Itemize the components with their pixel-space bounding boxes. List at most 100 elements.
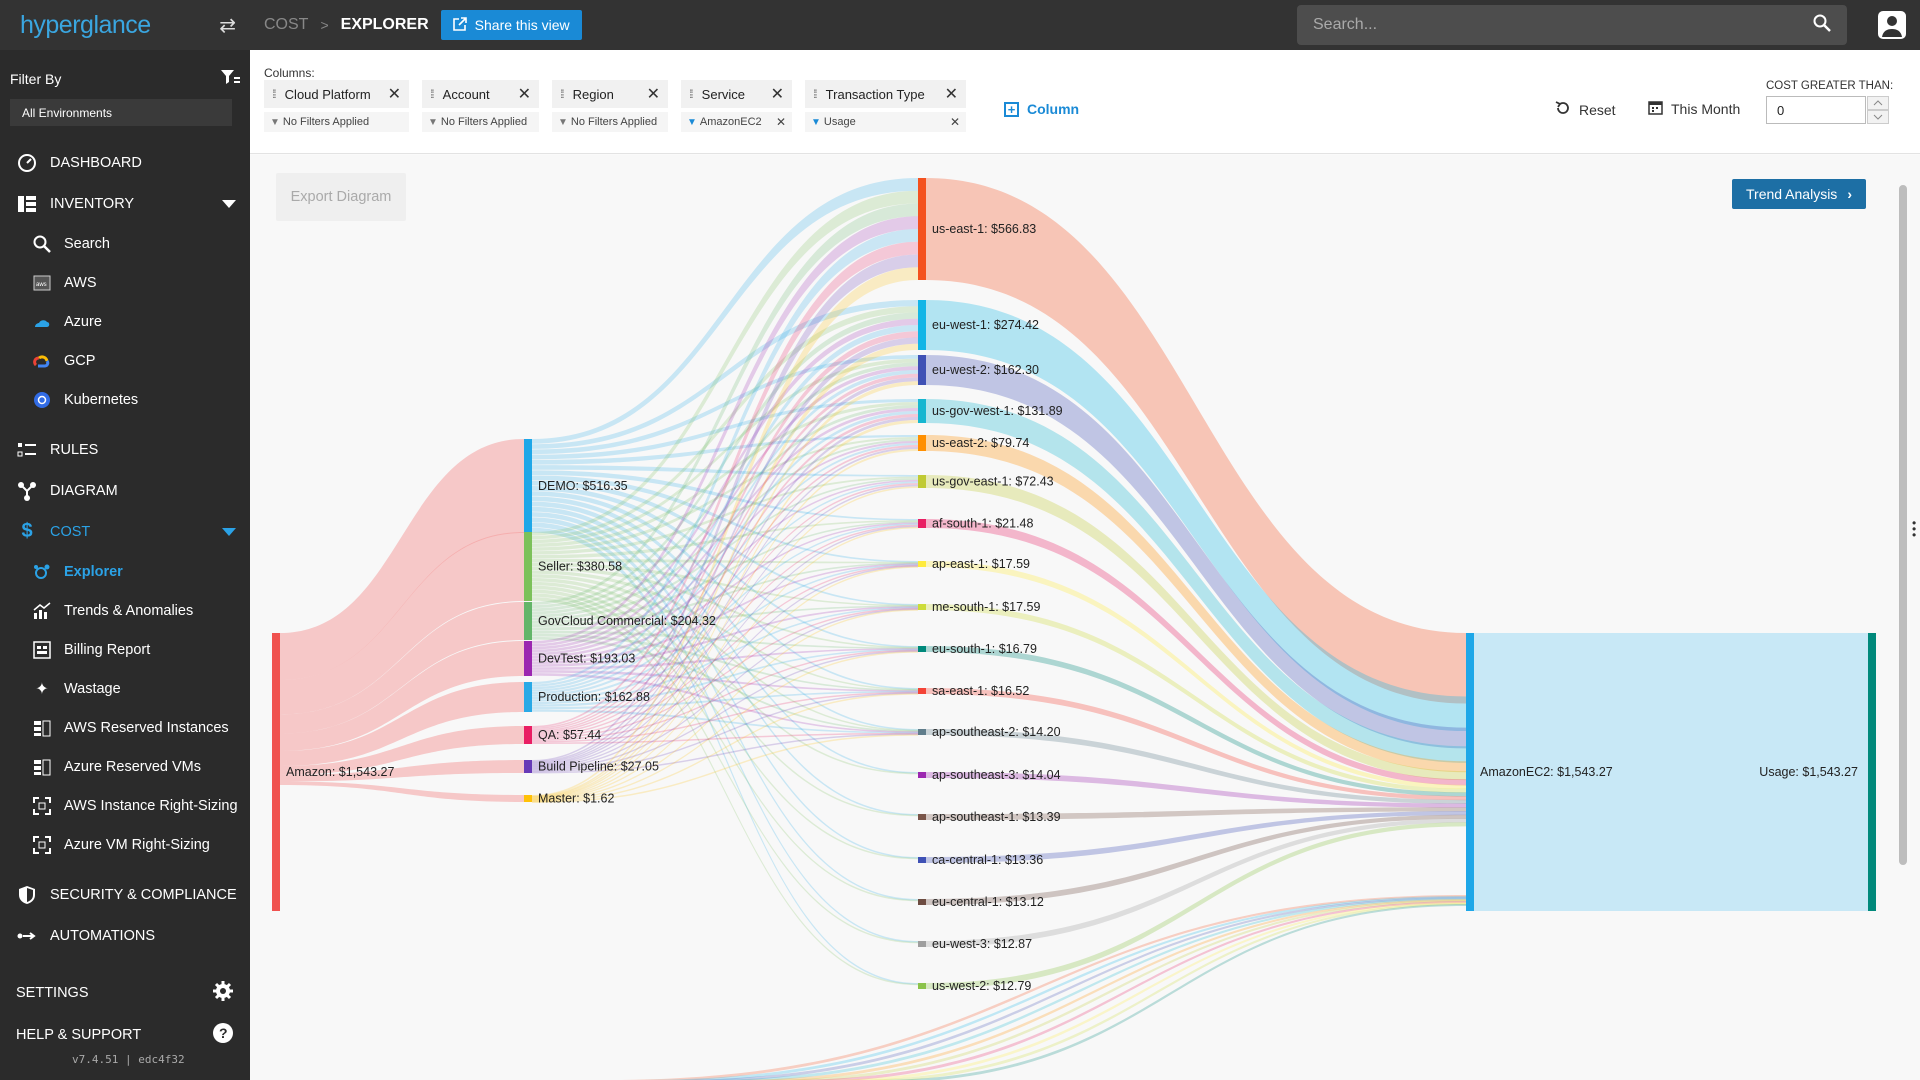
- sankey-link: [926, 729, 1466, 804]
- cost-stepper[interactable]: [1867, 96, 1889, 124]
- filter-chip-service[interactable]: ▼ AmazonEC2 ✕: [681, 112, 792, 132]
- cost-threshold-input[interactable]: 0: [1766, 96, 1866, 124]
- column-chip-account[interactable]: ⁞⁞ Account ✕: [422, 80, 539, 108]
- column-chip-label: Cloud Platform: [284, 86, 371, 102]
- sidebar-item-label: Azure: [64, 313, 102, 330]
- sidebar-item-azure-rightsizing[interactable]: Azure VM Right-Sizing: [0, 825, 250, 864]
- logo[interactable]: hyperglance: [20, 10, 151, 39]
- sankey-link: [532, 630, 918, 649]
- sankey-node-region: [918, 983, 926, 989]
- close-icon[interactable]: ✕: [646, 86, 660, 103]
- export-diagram-button[interactable]: Export Diagram: [276, 173, 406, 221]
- sidebar-item-aws[interactable]: aws AWS: [0, 263, 250, 302]
- sankey-link: [532, 445, 918, 734]
- sidebar-item-search[interactable]: Search: [0, 224, 250, 263]
- close-icon[interactable]: ✕: [944, 86, 958, 103]
- trend-analysis-button[interactable]: Trend Analysis ›: [1732, 179, 1866, 209]
- swap-icon[interactable]: ⇄: [219, 14, 236, 37]
- sidebar-item-kubernetes[interactable]: Kubernetes: [0, 380, 250, 419]
- sidebar-item-trends[interactable]: Trends & Anomalies: [0, 591, 250, 630]
- more-options-icon[interactable]: • • •: [1912, 516, 1917, 542]
- period-label: This Month: [1671, 101, 1741, 117]
- chevron-down-icon[interactable]: [222, 527, 236, 536]
- environment-selector[interactable]: All Environments: [10, 99, 232, 126]
- sankey-link: [532, 190, 918, 536]
- reset-button[interactable]: Reset: [1555, 100, 1616, 119]
- period-button[interactable]: This Month: [1648, 100, 1740, 118]
- breadcrumb-cost[interactable]: COST: [264, 16, 309, 33]
- column-chip-region[interactable]: ⁞⁞ Region ✕: [552, 80, 668, 108]
- column-chip-cloud-platform[interactable]: ⁞⁞ Cloud Platform ✕: [264, 80, 409, 108]
- sankey-link: [926, 435, 1466, 773]
- sidebar-item-diagram[interactable]: DIAGRAM: [0, 470, 250, 511]
- kubernetes-icon: [32, 390, 52, 410]
- close-icon[interactable]: ✕: [770, 86, 784, 103]
- sankey-link: [532, 437, 918, 551]
- sidebar-item-automations[interactable]: AUTOMATIONS: [0, 915, 250, 956]
- column-chip-service[interactable]: ⁞⁞ Service ✕: [681, 80, 792, 108]
- share-view-button[interactable]: Share this view: [440, 10, 582, 40]
- sidebar-item-azure[interactable]: Azure: [0, 302, 250, 341]
- sidebar-item-security[interactable]: SECURITY & COMPLIANCE: [0, 874, 250, 915]
- sankey-link: [926, 475, 1466, 781]
- sankey-link: [532, 581, 918, 817]
- sidebar-item-help[interactable]: HELP & SUPPORT ?: [0, 1022, 250, 1048]
- close-icon[interactable]: ✕: [775, 115, 786, 129]
- svg-text:?: ?: [219, 1025, 228, 1041]
- sidebar-item-aws-reserved[interactable]: AWS Reserved Instances: [0, 708, 250, 747]
- add-column-button[interactable]: + Column: [1004, 101, 1079, 117]
- sankey-link: [816, 902, 1466, 1080]
- scrollbar[interactable]: [1895, 165, 1909, 1080]
- sankey-link: [926, 561, 1466, 790]
- sankey-link: [532, 178, 918, 444]
- sidebar-item-aws-rightsizing[interactable]: AWS Instance Right-Sizing: [0, 786, 250, 825]
- sidebar-item-azure-reserved[interactable]: Azure Reserved VMs: [0, 747, 250, 786]
- version-label: v7.4.51 | edc4f32: [72, 1053, 185, 1066]
- sidebar-item-billing-report[interactable]: Billing Report: [0, 630, 250, 669]
- gcp-icon: [32, 351, 52, 371]
- sidebar-item-rules[interactable]: RULES: [0, 429, 250, 470]
- drag-handle-icon[interactable]: ⁞⁞: [430, 87, 434, 101]
- share-view-label: Share this view: [474, 17, 570, 33]
- filter-chip-cloud-platform[interactable]: ▼ No Filters Applied: [264, 112, 409, 132]
- user-avatar-icon[interactable]: [1875, 8, 1909, 42]
- sankey-link: [532, 318, 918, 647]
- sidebar-item-wastage[interactable]: ✦ Wastage: [0, 669, 250, 708]
- sankey-link: [926, 688, 1466, 801]
- filter-chip-region[interactable]: ▼ No Filters Applied: [552, 112, 668, 132]
- aws-icon: aws: [32, 273, 52, 293]
- sankey-link: [532, 366, 918, 650]
- sankey-node-region: [918, 178, 926, 280]
- search-input[interactable]: Search...: [1297, 5, 1847, 45]
- sankey-link: [532, 399, 918, 460]
- sankey-link: [532, 343, 918, 798]
- filter-icon[interactable]: [220, 68, 240, 89]
- close-icon[interactable]: ✕: [517, 86, 531, 103]
- sankey-link: [532, 607, 918, 740]
- filter-chip-account[interactable]: ▼ No Filters Applied: [422, 112, 539, 132]
- close-icon[interactable]: ✕: [949, 115, 960, 129]
- scrollbar-thumb[interactable]: [1899, 185, 1907, 865]
- sidebar-item-settings[interactable]: SETTINGS: [0, 980, 250, 1006]
- close-icon[interactable]: ✕: [387, 86, 401, 103]
- column-chip-transaction-type[interactable]: ⁞⁞ Transaction Type ✕: [805, 80, 966, 108]
- sidebar-item-dashboard[interactable]: DASHBOARD: [0, 142, 250, 183]
- sankey-link: [926, 300, 1466, 732]
- sankey-link: [926, 814, 1466, 905]
- sankey-link: [280, 760, 524, 782]
- funnel-icon: ▼: [428, 116, 438, 128]
- drag-handle-icon[interactable]: ⁞⁞: [560, 87, 564, 101]
- sidebar-item-gcp[interactable]: GCP: [0, 341, 250, 380]
- sidebar-item-explorer[interactable]: Explorer: [0, 552, 250, 591]
- sankey-node-region: [918, 688, 926, 694]
- sidebar-item-cost[interactable]: $ COST: [0, 511, 250, 552]
- search-icon[interactable]: [1813, 14, 1831, 37]
- drag-handle-icon[interactable]: ⁞⁞: [689, 87, 693, 101]
- chevron-down-icon[interactable]: [222, 199, 236, 208]
- rightsizing-icon: [32, 835, 52, 855]
- drag-handle-icon[interactable]: ⁞⁞: [272, 87, 276, 101]
- sidebar-item-inventory[interactable]: INVENTORY: [0, 183, 250, 224]
- filter-chip-transaction-type[interactable]: ▼ Usage ✕: [805, 112, 966, 132]
- drag-handle-icon[interactable]: ⁞⁞: [813, 87, 817, 101]
- calendar-icon: [1648, 100, 1663, 118]
